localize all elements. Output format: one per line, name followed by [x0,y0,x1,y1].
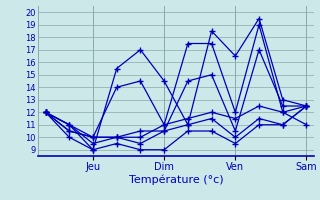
X-axis label: Température (°c): Température (°c) [129,174,223,185]
